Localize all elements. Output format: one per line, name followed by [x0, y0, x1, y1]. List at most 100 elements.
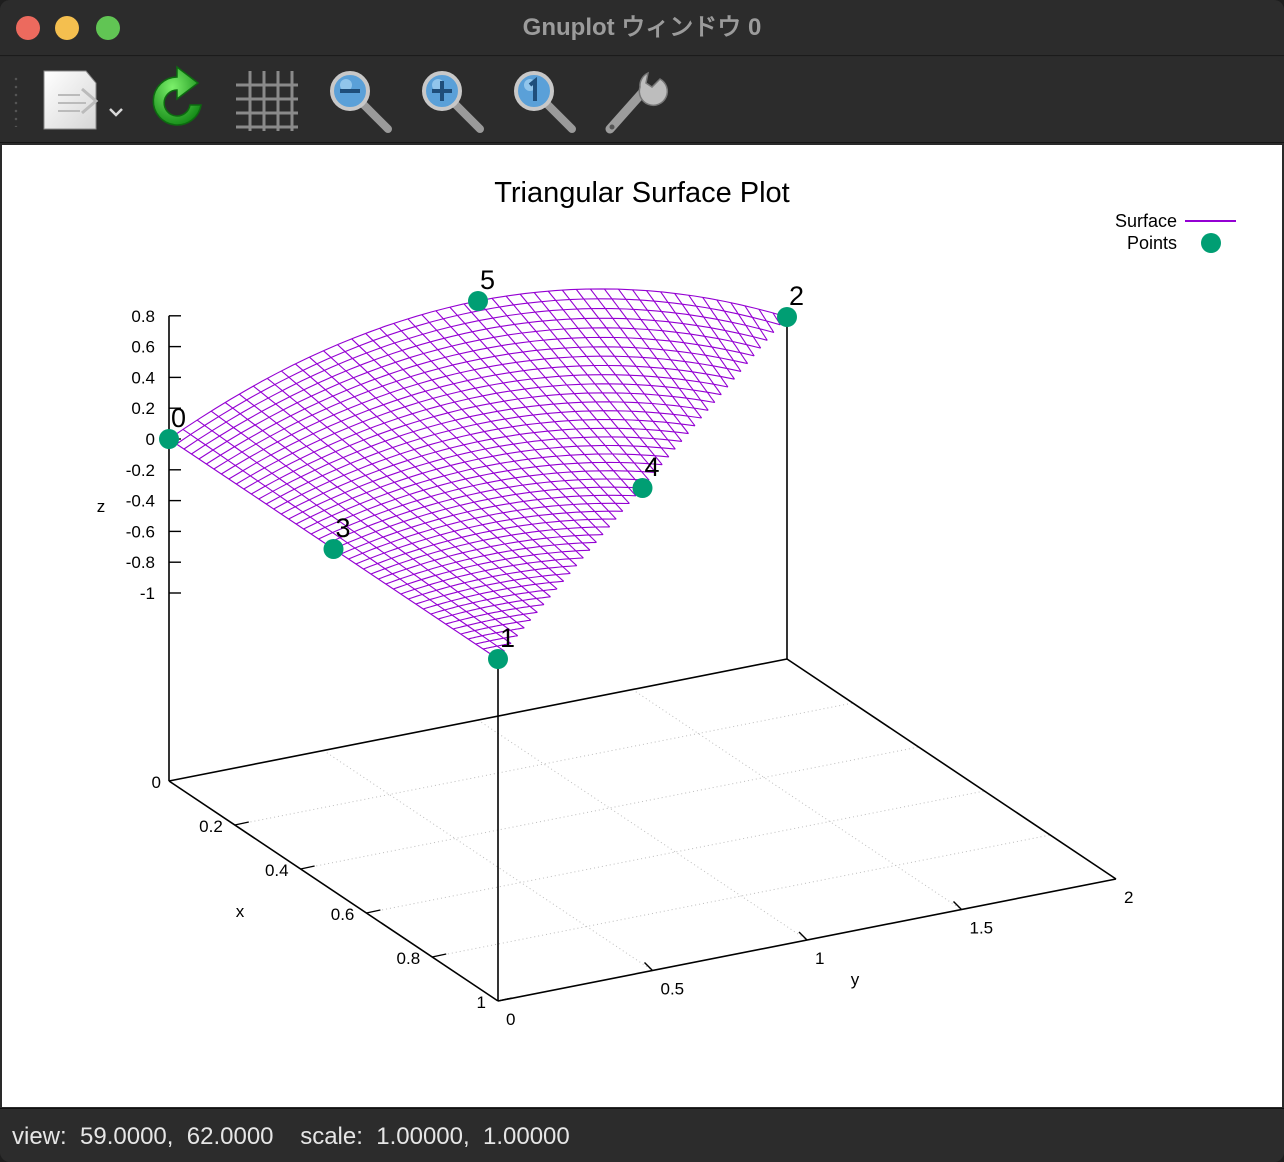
zoom-in-button[interactable]: [418, 65, 488, 137]
surface-line-v: [702, 297, 749, 364]
surface-line-v: [533, 292, 670, 458]
x-axis-label: x: [236, 902, 245, 921]
surface-line-u: [385, 541, 597, 585]
surface-line-u: [310, 461, 663, 535]
surface-line-u: [460, 619, 531, 635]
surface-line-v: [393, 323, 604, 535]
chart-axes: 0.8 0.6 0.4 0.2 0 -0.2 -0.4 -0.6 -0.8 -1 0 z 0.2 0.4 0…: [97, 307, 1134, 1029]
grid-button[interactable]: [232, 65, 302, 137]
x-tick-label: 0.6: [331, 905, 355, 924]
surface-line-v: [646, 290, 722, 396]
x-tick-label: 0.8: [397, 949, 421, 968]
data-point-5: [468, 291, 488, 311]
chart-title: Triangular Surface Plot: [494, 177, 790, 209]
title-bar[interactable]: Gnuplot ウィンドウ 0: [0, 0, 1284, 56]
grid-line-x: [432, 834, 1051, 958]
grid-line-y: [477, 719, 808, 941]
zoom-window-button[interactable]: [96, 16, 120, 40]
export-button[interactable]: [38, 65, 130, 137]
y-axis-label: y: [851, 970, 860, 989]
refresh-icon: [152, 65, 202, 126]
surface-line-v: [182, 428, 505, 652]
base-grid: [168, 658, 1117, 1002]
surface-line-u: [475, 635, 518, 645]
surface-line-v: [660, 291, 729, 388]
surface-line-u: [191, 317, 768, 455]
legend-label-surface: Surface: [1115, 211, 1177, 231]
surface-line-u: [206, 336, 755, 465]
surface-line-v: [266, 377, 545, 606]
zoom-out-icon: [330, 71, 392, 133]
data-point-3: [323, 539, 344, 559]
surface-line-v: [196, 419, 512, 644]
data-point-1: [488, 649, 508, 669]
grid-icon: [236, 71, 298, 131]
surface-line-v: [351, 338, 584, 559]
point-label-0: 0: [171, 403, 186, 433]
z-tick-label: 0.4: [131, 368, 155, 387]
surface-line-u: [370, 526, 610, 575]
surface-line-v: [379, 327, 597, 543]
settings-button[interactable]: [600, 65, 670, 137]
surface-mesh: [168, 288, 788, 660]
surface-line-v: [716, 299, 755, 357]
x-tick-mark: [497, 997, 513, 1002]
base-edge: [168, 780, 499, 1002]
surface-line-v: [589, 288, 696, 427]
grid-line-y: [632, 689, 962, 910]
minimize-window-button[interactable]: [55, 16, 79, 40]
grid-line-x: [234, 702, 853, 826]
surface-line-v: [561, 289, 683, 442]
x-tick-mark: [432, 953, 447, 958]
status-bar: view: 59.0000, 62.0000 scale: 1.00000, 1…: [0, 1108, 1284, 1162]
export-document-icon: [43, 70, 123, 130]
surface-line-u: [221, 355, 742, 475]
plot-canvas[interactable]: Triangular Surface Plot Surface Points 0.…: [2, 145, 1282, 1107]
toolbar-grip[interactable]: [14, 75, 18, 127]
zoom-out-button[interactable]: [326, 65, 396, 137]
surface-line-v: [730, 302, 762, 349]
surface-line-u: [251, 392, 715, 495]
y-tick-label: 0.5: [661, 980, 685, 999]
y-tick-mark: [798, 931, 808, 941]
zoom-reset-button[interactable]: [510, 65, 580, 137]
surface-line-u: [355, 510, 623, 565]
surface-line-v: [547, 290, 676, 450]
surface-line-u: [325, 478, 650, 545]
surface-line-v: [407, 318, 611, 528]
x-tick-mark: [234, 821, 249, 826]
y-tick-label: 0: [506, 1010, 515, 1029]
surface-line-v: [365, 333, 591, 551]
surface-line-v: [323, 350, 571, 574]
surface-line-v: [744, 305, 768, 341]
y-tick-mark: [644, 962, 653, 971]
y-tick-label: 2: [1124, 888, 1133, 907]
x-tick-mark: [300, 865, 315, 870]
surface-line-u: [265, 410, 702, 505]
toolbar: [0, 57, 1284, 143]
status-text: view: 59.0000, 62.0000 scale: 1.00000, 1…: [12, 1123, 570, 1150]
x-tick-label: 0.2: [199, 817, 223, 836]
base-edge: [786, 658, 1117, 880]
close-window-button[interactable]: [16, 16, 40, 40]
legend-swatch-points: [1201, 233, 1221, 253]
point-label-5: 5: [480, 265, 495, 295]
zoom-reset-icon: [514, 71, 576, 133]
surface-line-v: [758, 308, 775, 333]
base-z-tick-label: 0: [152, 773, 161, 792]
z-tick-label: -0.6: [126, 522, 155, 541]
y-tick-mark: [953, 901, 962, 910]
surface-line-u: [400, 557, 584, 595]
surface-line-v: [238, 393, 532, 621]
surface-line-v: [603, 288, 703, 419]
surface-line-v: [519, 293, 663, 466]
x-tick-label: 0.4: [265, 861, 289, 880]
point-label-1: 1: [500, 623, 515, 653]
y-tick-label: 1: [815, 949, 824, 968]
replot-button[interactable]: [142, 65, 212, 137]
data-point-2: [777, 307, 797, 327]
legend-label-points: Points: [1127, 233, 1177, 253]
surface-line-v: [618, 288, 709, 411]
